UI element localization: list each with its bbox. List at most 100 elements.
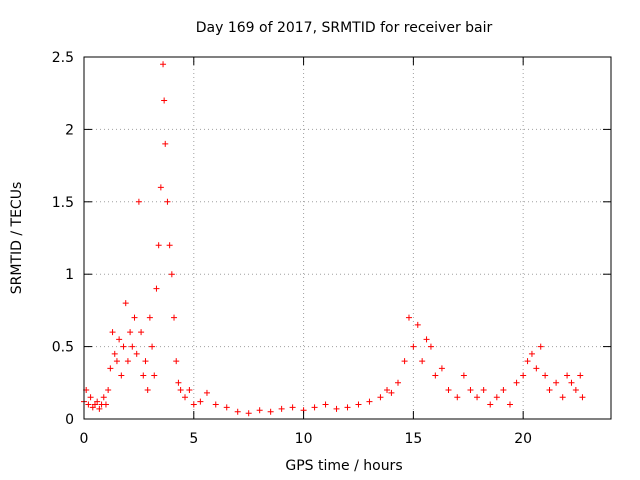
data-point [212, 401, 219, 408]
data-point [377, 394, 384, 401]
data-point [533, 365, 540, 372]
data-point [568, 379, 575, 386]
y-tick-label: 0 [65, 412, 74, 428]
data-point [173, 358, 180, 365]
data-point [102, 401, 109, 408]
data-point [513, 379, 520, 386]
data-point [487, 401, 494, 408]
data-point [127, 329, 134, 336]
grid-lines [84, 57, 611, 419]
data-point [203, 389, 210, 396]
data-point [289, 404, 296, 411]
data-point [105, 387, 112, 394]
data-point [142, 358, 149, 365]
data-point [311, 404, 318, 411]
data-point [506, 401, 513, 408]
data-point [520, 372, 527, 379]
data-point [500, 387, 507, 394]
data-point [322, 401, 329, 408]
x-tick-label: 15 [404, 431, 422, 447]
data-point [410, 343, 417, 350]
data-point [157, 184, 164, 191]
data-point [419, 358, 426, 365]
data-point [153, 285, 160, 292]
data-point [460, 372, 467, 379]
data-point [234, 408, 241, 415]
data-point [160, 61, 167, 68]
data-point [135, 198, 142, 205]
data-points [81, 61, 586, 417]
data-point [559, 394, 566, 401]
data-point [333, 405, 340, 412]
x-axis-label: GPS time / hours [285, 458, 402, 474]
data-point [94, 398, 101, 405]
data-point [151, 372, 158, 379]
tick-labels: 0 5 10 15 20 0 0.5 1 1.5 2 2.5 [52, 50, 532, 447]
data-point [537, 343, 544, 350]
y-tick-label: 0.5 [52, 340, 74, 356]
data-point [445, 387, 452, 394]
y-tick-label: 1.5 [52, 195, 74, 211]
data-point [111, 350, 118, 357]
data-point [87, 394, 94, 401]
data-point [171, 314, 178, 321]
data-point [427, 343, 434, 350]
data-point [438, 365, 445, 372]
data-point [579, 394, 586, 401]
data-point [85, 401, 92, 408]
data-point [175, 379, 182, 386]
data-point [120, 343, 127, 350]
data-point [113, 358, 120, 365]
data-point [144, 387, 151, 394]
y-axis-label: SRMTID / TECUs [9, 182, 25, 295]
data-point [577, 372, 584, 379]
data-point [109, 329, 116, 336]
data-point [524, 358, 531, 365]
data-point [366, 398, 373, 405]
data-point [223, 404, 230, 411]
data-point [546, 387, 553, 394]
data-point [133, 350, 140, 357]
data-point [146, 314, 153, 321]
y-tick-label: 1 [65, 267, 74, 283]
data-point [256, 407, 263, 414]
data-point [138, 329, 145, 336]
data-point [423, 336, 430, 343]
data-point [129, 343, 136, 350]
data-point [401, 358, 408, 365]
data-point [190, 401, 197, 408]
data-point [388, 389, 395, 396]
x-tick-label: 20 [514, 431, 532, 447]
data-point [96, 405, 103, 412]
data-point [182, 394, 189, 401]
x-tick-label: 5 [189, 431, 198, 447]
data-point [493, 394, 500, 401]
data-point [414, 321, 421, 328]
data-point [454, 394, 461, 401]
data-point [162, 140, 169, 147]
data-point [384, 387, 391, 394]
data-point [278, 405, 285, 412]
data-point [149, 343, 156, 350]
y-tick-label: 2.5 [52, 50, 74, 66]
data-point [166, 242, 173, 249]
x-tick-label: 0 [80, 431, 89, 447]
y-tick-label: 2 [65, 122, 74, 138]
data-point [564, 372, 571, 379]
data-point [197, 398, 204, 405]
data-point [168, 271, 175, 278]
data-point [395, 379, 402, 386]
data-point [245, 410, 252, 417]
data-point [572, 387, 579, 394]
tick-marks [83, 56, 611, 420]
data-point [405, 314, 412, 321]
data-point [164, 198, 171, 205]
data-point [131, 314, 138, 321]
data-point [467, 387, 474, 394]
data-point [161, 97, 168, 104]
data-point [122, 300, 129, 307]
data-point [474, 394, 481, 401]
data-point [553, 379, 560, 386]
plot-frame [83, 56, 612, 420]
